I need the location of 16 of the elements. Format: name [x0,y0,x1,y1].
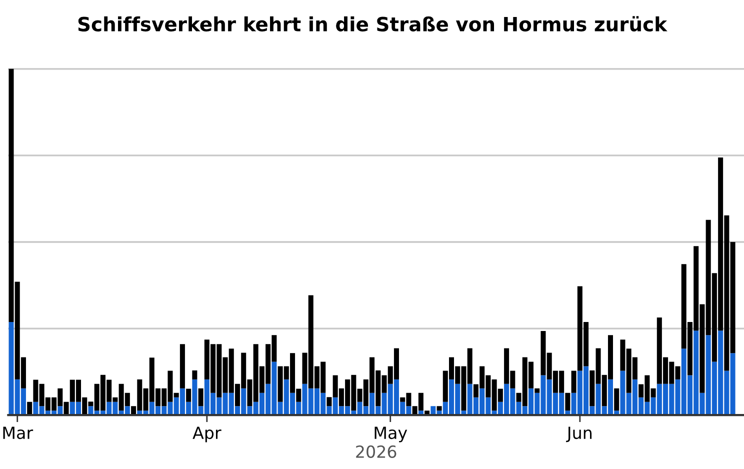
bar [565,392,570,411]
bar [186,388,192,402]
chart-title: Schiffsverkehr kehrt in die Straße von Hormus zurück [78,16,668,32]
bar [192,370,198,380]
x-tick-label: Apr [192,426,222,442]
x-axis-title: 2026 [356,445,396,458]
bar [614,388,620,411]
x-tick-label: May [374,426,408,442]
bar [534,388,540,393]
x-tick-label: Jun [566,426,592,442]
bar [27,402,32,416]
bar [436,406,442,411]
bar [180,344,185,388]
bar [571,370,576,393]
bar [198,388,204,406]
x-tick-label: Mar [3,426,34,440]
